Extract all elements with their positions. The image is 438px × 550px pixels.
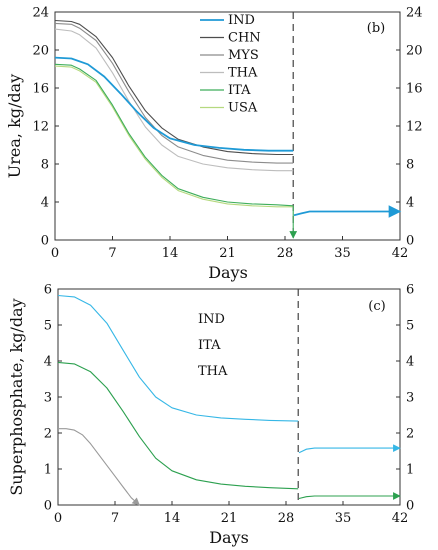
urea-series-line-usa [54,65,294,208]
superphosphate-y-ticks: 0 0 1 1 2 2 3 3 4 4 5 5 6 6 [44,283,415,514]
urea-y-tick-label: 4 [41,196,49,211]
superphosphate-y-tick-label-right: 0 [406,499,414,514]
superphosphate-x-tick-label: 21 [221,511,238,526]
urea-series-line-ind-phase2 [293,205,402,218]
urea-x-tick-label: 28 [277,246,294,261]
superphosphate-y-tick-label: 1 [44,463,52,478]
urea-series-line-chn [54,19,294,156]
superphosphate-y-tick-label: 6 [44,283,52,298]
superphosphate-series-line-ita [57,361,299,490]
urea-panel-label: (b) [367,21,385,36]
superphosphate-y-axis-title: Superphosphate, kg/day [7,298,26,495]
superphosphate-x-tick-label: 35 [335,511,352,526]
urea-x-tick-label: 35 [334,246,351,261]
urea-legend: IND CHN MYS THA ITA USA [200,13,261,116]
urea-series-line-ita [54,63,294,207]
urea-x-tick-label: 0 [51,246,59,261]
urea-legend-label-usa: USA [228,101,258,116]
urea-y-ticks: 0 0 4 4 8 8 12 12 16 16 20 20 24 24 [32,6,422,249]
superphosphate-legend-label-tha: THA [198,364,228,379]
superphosphate-series-lines [57,294,401,506]
urea-y-tick-label-right: 24 [406,6,423,21]
superphosphate-series-line-ita-phase2 [298,492,401,500]
urea-y-tick-label-right: 4 [406,196,414,211]
urea-legend-label-mys: MYS [228,48,259,63]
superphosphate-y-tick-label: 5 [44,319,52,334]
urea-series-line-tha [54,28,294,172]
superphosphate-legend-label-ita: ITA [198,338,221,353]
urea-x-tick-label: 21 [219,246,236,261]
superphosphate-x-axis-title: Days [209,528,249,547]
urea-legend-label-tha: THA [228,66,258,81]
urea-y-tick-label: 8 [41,158,49,173]
urea-x-tick-label: 7 [108,246,116,261]
urea-y-tick-label: 16 [32,82,49,97]
urea-y-tick-label-right: 12 [406,120,423,135]
urea-y-tick-label: 24 [32,6,49,21]
superphosphate-x-tick-label: 7 [111,511,119,526]
urea-y-tick-label-right: 16 [406,82,423,97]
urea-series-lines [54,19,402,239]
superphosphate-y-tick-label: 4 [44,355,52,370]
urea-y-tick-label: 0 [41,234,49,249]
superphosphate-y-tick-label: 2 [44,427,52,442]
superphosphate-panel-label: (c) [368,299,385,314]
superphosphate-y-tick-label: 0 [44,499,52,514]
superphosphate-plot-frame [57,288,401,506]
superphosphate-x-tick-label: 14 [164,511,181,526]
urea-x-axis-title: Days [208,263,248,282]
urea-y-tick-label-right: 20 [406,44,423,59]
superphosphate-chart: 0 01 12 23 34 45 56 6 0 7 14 21 28 35 42 (c) Days Sup… [7,283,414,548]
superphosphate-y-tick-label-right: 4 [406,355,414,370]
superphosphate-x-tick-label: 28 [278,511,295,526]
superphosphate-series-line-ind-phase2 [298,444,401,454]
urea-series-line-mys [54,22,294,164]
urea-plot-frame [54,11,401,241]
urea-legend-label-ita: ITA [228,83,251,98]
urea-legend-label-ind: IND [228,13,255,28]
urea-y-tick-label-right: 0 [406,234,414,249]
superphosphate-legend: IND ITA THA [198,312,228,379]
urea-y-tick-label-right: 8 [406,158,414,173]
superphosphate-x-tick-label: 0 [54,511,62,526]
urea-series-line-ind [54,56,294,152]
superphosphate-legend-label-ind: IND [198,312,225,327]
superphosphate-y-tick-label-right: 2 [406,427,414,442]
superphosphate-series-line-tha [58,428,140,506]
superphosphate-y-tick-label-right: 1 [406,463,414,478]
urea-legend-label-chn: CHN [228,31,261,46]
superphosphate-y-tick-label: 3 [44,391,52,406]
superphosphate-series-line-ind [57,294,299,422]
urea-x-ticks: 0 7 14 21 28 35 42 [51,236,408,261]
urea-y-tick-label: 20 [32,44,49,59]
urea-y-tick-label: 12 [32,120,49,135]
superphosphate-y-tick-label-right: 6 [406,283,414,298]
superphosphate-x-ticks: 0 7 14 21 28 35 42 [54,501,408,526]
superphosphate-x-tick-label: 42 [392,511,409,526]
superphosphate-y-tick-label-right: 3 [406,391,414,406]
superphosphate-y-tick-label-right: 5 [406,319,414,334]
urea-x-tick-label: 14 [162,246,179,261]
urea-x-tick-label: 42 [392,246,409,261]
urea-y-axis-title: Urea, kg/day [5,74,24,178]
